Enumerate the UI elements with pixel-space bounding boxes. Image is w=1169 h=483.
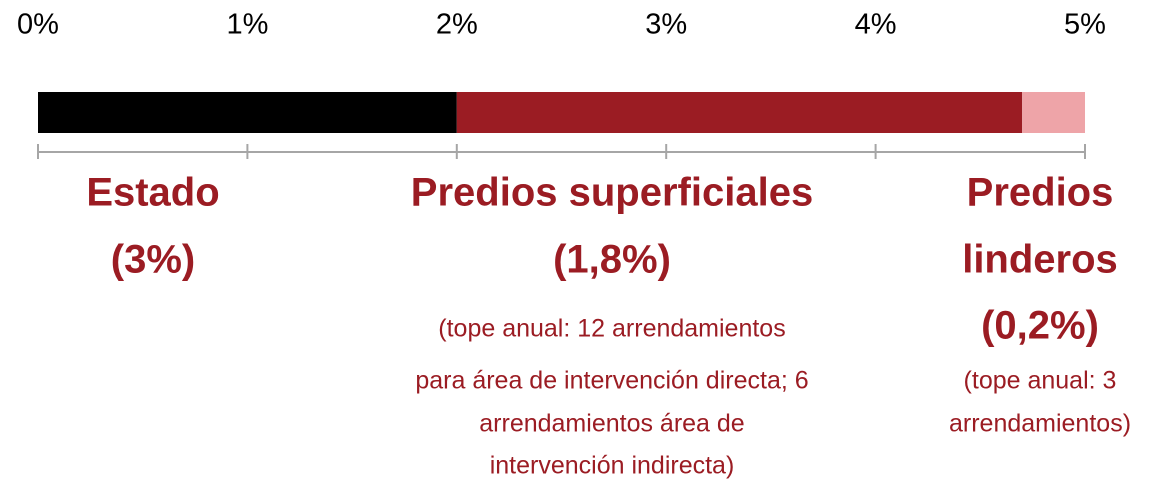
annotation-note: (tope anual: 3 [964, 367, 1117, 395]
annotation-heading: Predios superficiales [411, 171, 813, 215]
annotation-heading: (0,2%) [981, 304, 1099, 348]
annotation-note: intervención indirecta) [490, 452, 735, 480]
annotation-note: arrendamientos área de [479, 410, 744, 438]
x-tick-label: 4% [855, 9, 897, 41]
x-tick-label: 3% [645, 9, 687, 41]
annotation-heading: Estado [86, 171, 219, 215]
x-tick-label: 5% [1064, 9, 1106, 41]
annotation-note: arrendamientos) [949, 410, 1131, 438]
annotation-note: para área de intervención directa; 6 [415, 367, 808, 395]
bar-segment [1022, 92, 1085, 133]
annotation-heading: (1,8%) [553, 238, 671, 282]
annotation-heading: Predios [967, 171, 1114, 215]
bar-segment [38, 92, 457, 133]
bar-segment [456, 92, 1023, 133]
x-tick-label: 1% [226, 9, 268, 41]
annotation-heading: (3%) [111, 238, 195, 282]
x-tick-label: 2% [436, 9, 478, 41]
annotation-heading: linderos [962, 238, 1118, 282]
annotation-note: (tope anual: 12 arrendamientos [438, 315, 785, 343]
x-tick-label: 0% [17, 9, 59, 41]
